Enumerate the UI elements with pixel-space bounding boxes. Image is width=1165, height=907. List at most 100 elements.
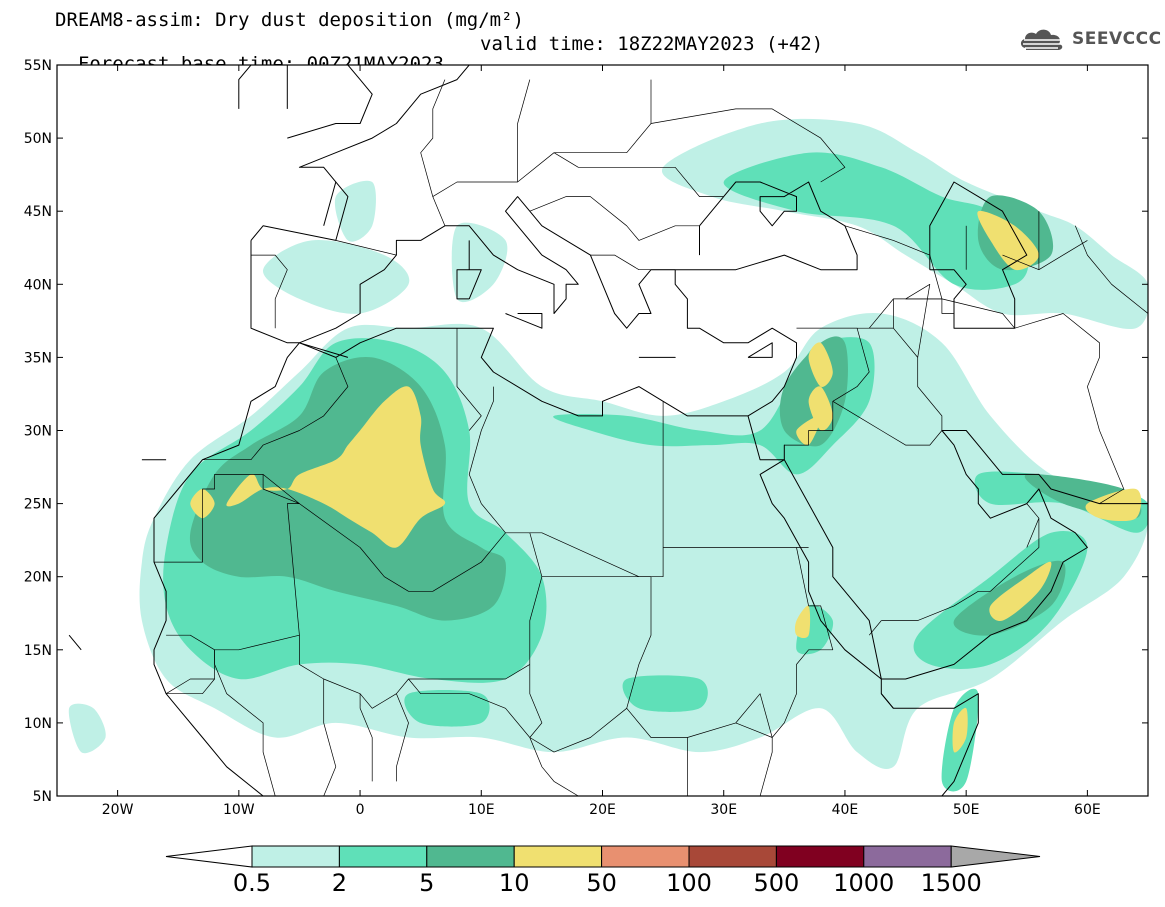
border-34 <box>214 474 300 796</box>
lat-tick-label-0: 55N <box>24 58 52 74</box>
border-42 <box>529 664 543 738</box>
border-33 <box>154 474 264 563</box>
coastline-14 <box>747 342 773 358</box>
lon-tick-label-1: 10W <box>223 802 255 818</box>
border-36 <box>165 678 215 694</box>
colorbar-swatch-7 <box>863 845 952 868</box>
lon-tick-label-4: 20E <box>589 802 616 818</box>
dust-level2-area-8 <box>404 690 490 727</box>
border-30 <box>468 386 494 504</box>
dust-level1-area-5 <box>68 703 106 754</box>
colorbar-swatch-4 <box>601 845 690 868</box>
border-26 <box>759 547 834 796</box>
dust-level1-area-4 <box>334 180 376 242</box>
border-43 <box>529 532 543 665</box>
border-5 <box>553 152 724 197</box>
colorbar-swatch-2 <box>426 845 515 868</box>
country-outlines <box>68 65 1148 796</box>
border-11 <box>905 298 954 314</box>
dust-level4-area-6 <box>989 561 1052 621</box>
lon-tick-label-2: 0 <box>356 802 365 818</box>
border-40 <box>396 693 409 782</box>
colorbar-swatch-6 <box>775 845 865 868</box>
border-32 <box>202 357 349 461</box>
border-4 <box>517 79 531 182</box>
map-title: DREAM8-assim: Dry dust deposition (mg/m²… <box>55 9 524 31</box>
lat-tick-label-3: 40N <box>24 277 52 293</box>
coastline-6 <box>323 181 337 226</box>
lat-tick-label-2: 45N <box>24 204 52 220</box>
border-15 <box>905 283 931 358</box>
coastline-3 <box>747 415 979 796</box>
colorbar-upper-arrow <box>950 845 1041 868</box>
lat-tick-label-6: 25N <box>24 497 52 513</box>
coastline-2 <box>153 269 797 796</box>
border-14 <box>832 400 943 446</box>
dust-level1-area-2 <box>451 222 508 303</box>
colorbar-swatch-1 <box>338 845 428 868</box>
dust-level2-area-1 <box>553 337 875 475</box>
lat-tick-label-1: 50N <box>24 131 52 147</box>
lat-tick-label-9: 10N <box>24 716 52 732</box>
dust-level4-area-3 <box>808 342 833 387</box>
coastline-7 <box>287 65 373 139</box>
coastline-18 <box>929 181 1028 329</box>
border-24 <box>651 401 664 578</box>
border-45 <box>529 708 627 753</box>
border-0 <box>251 254 288 329</box>
border-22 <box>1026 518 1040 548</box>
colorbar-swatch-5 <box>688 845 777 868</box>
coastline-12 <box>505 313 543 329</box>
colorbar-swatch-3 <box>513 845 603 868</box>
longitude-axis: 20W 10W 0 10E 20E 30E 40E 50E 60E <box>102 65 1101 818</box>
colorbar-label-2: 5 <box>419 869 434 897</box>
dust-level1-area-1 <box>262 240 410 314</box>
lat-tick-label-8: 15N <box>24 643 52 659</box>
dust-deposition-layers <box>68 118 1148 792</box>
border-38 <box>359 693 373 782</box>
border-41 <box>408 678 689 796</box>
border-6 <box>529 196 700 241</box>
colorbar: 0.5 2 5 10 50 100 500 1000 1500 <box>165 845 1041 897</box>
colorbar-label-4: 50 <box>586 869 617 897</box>
dust-level4-area-2 <box>977 210 1039 271</box>
coastline-4 <box>783 430 1148 680</box>
latitude-axis: 55N 50N 45N 40N 35N 30N 25N 20N 15N 10N 5N <box>24 58 1148 805</box>
dust-level4-area-9 <box>1085 488 1142 522</box>
border-20 <box>1074 225 1148 314</box>
lat-tick-label-4: 35N <box>24 350 52 366</box>
colorbar-label-3: 10 <box>499 869 530 897</box>
border-7 <box>590 254 676 271</box>
lon-tick-label-8: 60E <box>1074 802 1101 818</box>
dust-level4-area-7 <box>794 605 811 639</box>
border-3 <box>420 79 446 197</box>
lat-tick-label-5: 30N <box>24 424 52 440</box>
dust-level4-area-0 <box>226 386 446 548</box>
border-8 <box>650 108 846 183</box>
lat-tick-label-7: 20N <box>24 570 52 586</box>
border-12 <box>784 327 870 446</box>
lon-tick-label-5: 30E <box>710 802 737 818</box>
border-37 <box>299 635 530 709</box>
coastline-8 <box>238 65 252 109</box>
border-27 <box>626 576 773 738</box>
border-13 <box>869 327 943 431</box>
border-18 <box>1002 240 1088 271</box>
colorbar-label-7: 1000 <box>833 869 894 897</box>
lat-tick-label-10: 5N <box>33 789 52 805</box>
valid-time: valid time: 18Z22MAY2023 (+42) <box>480 33 824 55</box>
border-1 <box>335 240 397 256</box>
border-29 <box>262 474 506 592</box>
lon-tick-label-3: 10E <box>468 802 495 818</box>
coastline-10 <box>456 269 482 300</box>
lon-tick-label-6: 40E <box>832 802 859 818</box>
border-47 <box>735 693 773 738</box>
border-31 <box>456 328 482 431</box>
border-39 <box>323 679 337 796</box>
colorbar-swatch-0 <box>251 845 340 868</box>
colorbar-label-5: 100 <box>666 869 712 897</box>
logo-text: SEEVCCC <box>1072 29 1162 49</box>
seevccc-logo: SEEVCCC <box>1018 26 1162 52</box>
border-21 <box>881 503 1040 621</box>
